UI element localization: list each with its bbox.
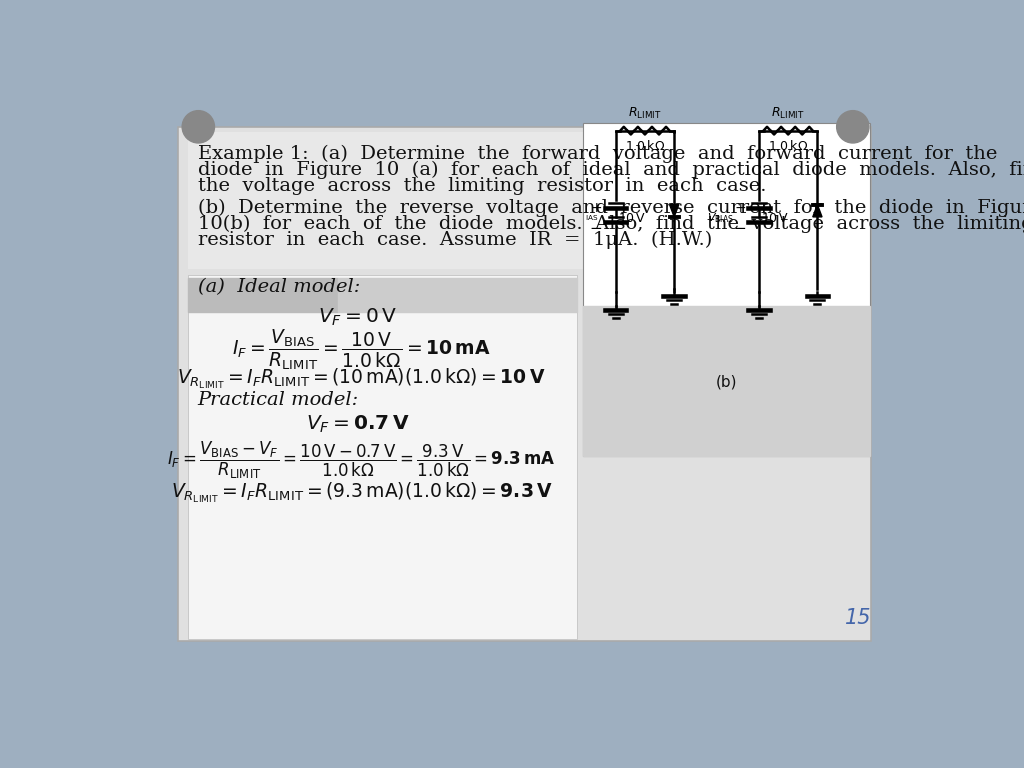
Text: Example 1:  (a)  Determine  the  forward  voltage  and  forward  current  for  t: Example 1: (a) Determine the forward vol… bbox=[198, 144, 997, 163]
Text: (a)  Ideal model:: (a) Ideal model: bbox=[198, 279, 359, 296]
Text: (b)  Determine  the  reverse  voltage  and  reverse  current  for  the  diode  i: (b) Determine the reverse voltage and re… bbox=[198, 198, 1024, 217]
Circle shape bbox=[186, 115, 210, 138]
Text: $1.0\,\mathrm{k}\Omega$: $1.0\,\mathrm{k}\Omega$ bbox=[625, 139, 665, 153]
Text: (b): (b) bbox=[716, 374, 737, 389]
FancyBboxPatch shape bbox=[188, 276, 578, 639]
Text: $R_{\mathrm{LIMIT}}$: $R_{\mathrm{LIMIT}}$ bbox=[628, 105, 662, 121]
Text: $1.0\,\mathrm{k}\Omega$: $1.0\,\mathrm{k}\Omega$ bbox=[768, 139, 808, 153]
Circle shape bbox=[190, 119, 206, 134]
Text: Practical model:: Practical model: bbox=[198, 391, 358, 409]
Text: +: + bbox=[591, 201, 602, 216]
Text: 10(b)  for  each  of  the  diode  models.  Also,  find  the  voltage  across  th: 10(b) for each of the diode models. Also… bbox=[198, 214, 1024, 233]
Bar bbox=[584, 306, 869, 456]
Text: $V_{R_{\mathrm{LIMIT}}} = I_F R_{\mathrm{LIMIT}} = (9.3\,\mathrm{mA})(1.0\,\math: $V_{R_{\mathrm{LIMIT}}} = I_F R_{\mathrm… bbox=[171, 480, 552, 505]
FancyBboxPatch shape bbox=[584, 123, 869, 456]
Circle shape bbox=[842, 115, 864, 138]
Text: −: − bbox=[733, 221, 745, 236]
Circle shape bbox=[182, 111, 214, 143]
Bar bbox=[188, 278, 339, 312]
Polygon shape bbox=[813, 204, 822, 217]
Text: the  voltage  across  the  limiting  resistor  in  each  case.: the voltage across the limiting resistor… bbox=[198, 177, 766, 195]
Text: $10\,\mathrm{V}$: $10\,\mathrm{V}$ bbox=[617, 212, 646, 225]
FancyBboxPatch shape bbox=[188, 132, 864, 270]
Text: $R_{\mathrm{LIMIT}}$: $R_{\mathrm{LIMIT}}$ bbox=[771, 105, 805, 121]
Circle shape bbox=[837, 111, 869, 143]
Text: $V_F = 0\,\mathrm{V}$: $V_F = 0\,\mathrm{V}$ bbox=[318, 306, 397, 327]
Circle shape bbox=[197, 125, 200, 128]
Text: $I_F = \dfrac{V_{\mathrm{BIAS}}}{R_{\mathrm{LIMIT}}} = \dfrac{10\,\mathrm{V}}{1.: $I_F = \dfrac{V_{\mathrm{BIAS}}}{R_{\mat… bbox=[232, 328, 490, 372]
Text: $V_{R_{\mathrm{LIMIT}}} = I_F R_{\mathrm{LIMIT}} = (10\,\mathrm{mA})(1.0\,\mathr: $V_{R_{\mathrm{LIMIT}}} = I_F R_{\mathrm… bbox=[177, 366, 546, 391]
Text: $_{\mathrm{IAS}}$: $_{\mathrm{IAS}}$ bbox=[586, 214, 599, 223]
Text: $V_F = \mathbf{0.7\,V}$: $V_F = \mathbf{0.7\,V}$ bbox=[306, 414, 410, 435]
Circle shape bbox=[851, 125, 854, 128]
Text: 15: 15 bbox=[845, 608, 871, 628]
Text: +: + bbox=[734, 201, 745, 216]
Polygon shape bbox=[670, 204, 679, 217]
Text: −: − bbox=[590, 221, 602, 236]
FancyBboxPatch shape bbox=[178, 127, 871, 641]
Text: diode  in  Figure  10  (a)  for  each  of  ideal  and  practical  diode  models.: diode in Figure 10 (a) for each of ideal… bbox=[198, 161, 1024, 179]
Circle shape bbox=[195, 123, 202, 131]
Text: resistor  in  each  case.  Assume  IR  =  1μA.  (H.W.): resistor in each case. Assume IR = 1μA. … bbox=[198, 230, 712, 249]
Text: $I_F = \dfrac{V_{\mathrm{BIAS}} - V_F}{R_{\mathrm{LIMIT}}} = \dfrac{10\,\mathrm{: $I_F = \dfrac{V_{\mathrm{BIAS}} - V_F}{R… bbox=[168, 440, 556, 482]
Bar bbox=[339, 278, 578, 312]
Text: $V_{\mathrm{BIAS}}$: $V_{\mathrm{BIAS}}$ bbox=[708, 211, 734, 225]
Text: $10\,\mathrm{V}$: $10\,\mathrm{V}$ bbox=[761, 212, 790, 225]
Circle shape bbox=[849, 123, 857, 131]
Circle shape bbox=[845, 119, 860, 134]
